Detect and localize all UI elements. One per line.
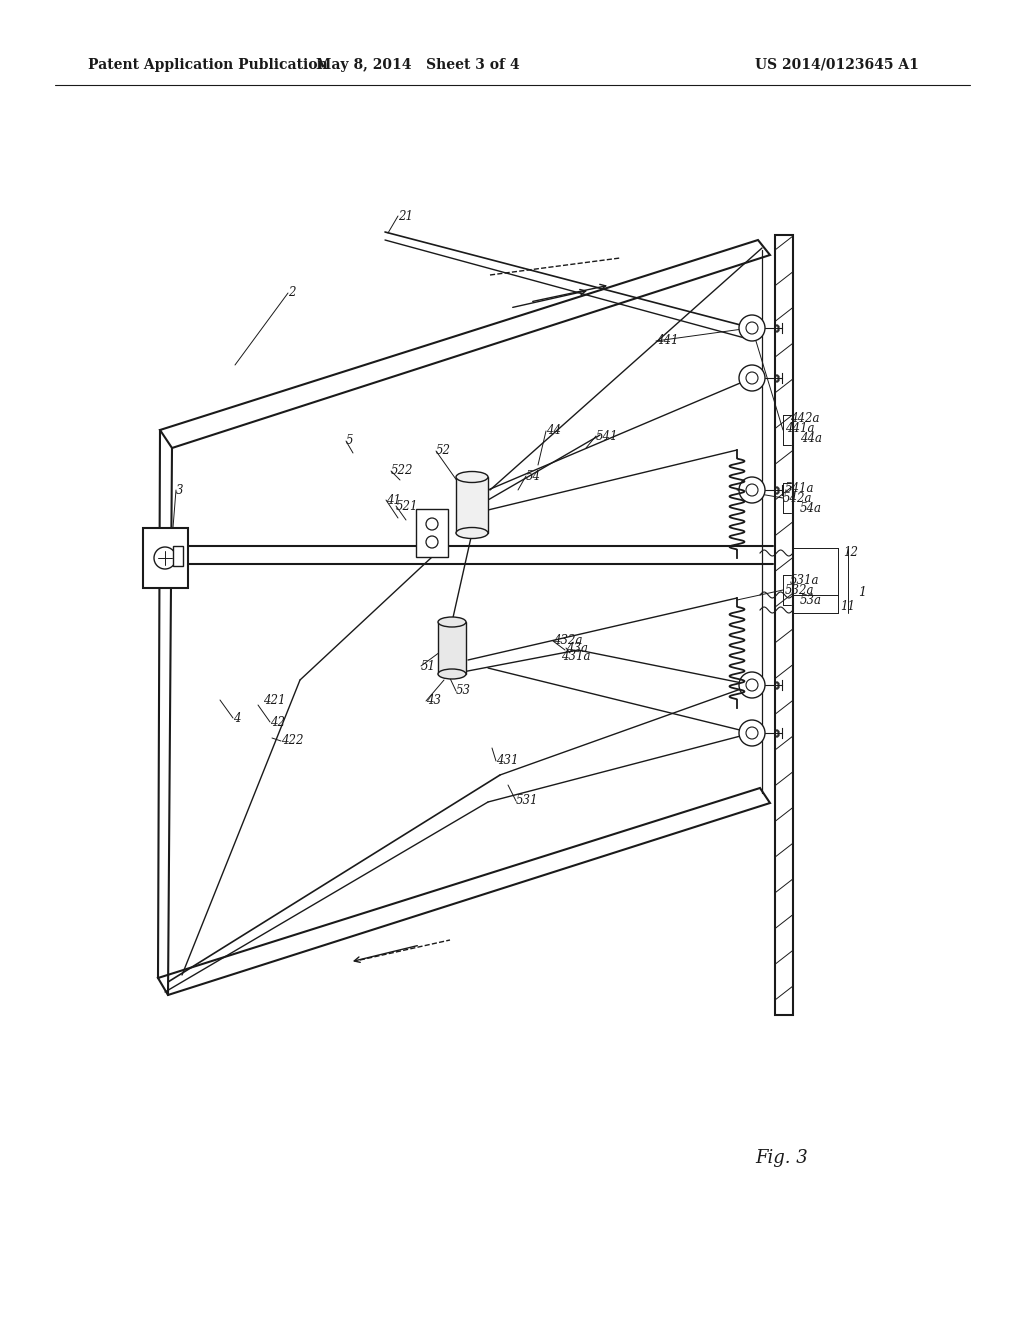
Text: 431a: 431a bbox=[561, 651, 591, 664]
Circle shape bbox=[739, 672, 765, 698]
Text: 43a: 43a bbox=[566, 642, 588, 655]
Text: 44: 44 bbox=[546, 425, 561, 437]
Circle shape bbox=[746, 322, 758, 334]
Text: 11: 11 bbox=[840, 601, 855, 614]
Circle shape bbox=[739, 315, 765, 341]
Text: Patent Application Publication: Patent Application Publication bbox=[88, 58, 328, 73]
Text: 54a: 54a bbox=[800, 502, 822, 515]
Polygon shape bbox=[456, 477, 488, 533]
Circle shape bbox=[739, 366, 765, 391]
Text: 441: 441 bbox=[656, 334, 679, 347]
Text: US 2014/0123645 A1: US 2014/0123645 A1 bbox=[755, 58, 919, 73]
Text: 421: 421 bbox=[263, 694, 286, 708]
Ellipse shape bbox=[438, 669, 466, 678]
Text: 3: 3 bbox=[176, 483, 183, 496]
Text: Fig. 3: Fig. 3 bbox=[755, 1148, 808, 1167]
Ellipse shape bbox=[456, 528, 488, 539]
Polygon shape bbox=[160, 240, 770, 447]
Text: 52: 52 bbox=[436, 445, 451, 458]
Text: 12: 12 bbox=[843, 546, 858, 560]
Circle shape bbox=[739, 477, 765, 503]
Text: 2: 2 bbox=[288, 286, 296, 300]
Text: 432a: 432a bbox=[553, 635, 583, 648]
Text: 441a: 441a bbox=[785, 421, 814, 434]
Text: 41: 41 bbox=[386, 494, 401, 507]
Circle shape bbox=[739, 719, 765, 746]
Text: 44a: 44a bbox=[800, 432, 822, 445]
Ellipse shape bbox=[456, 471, 488, 483]
Circle shape bbox=[746, 727, 758, 739]
Polygon shape bbox=[775, 235, 793, 1015]
Circle shape bbox=[746, 372, 758, 384]
Text: 422: 422 bbox=[281, 734, 303, 747]
Polygon shape bbox=[416, 510, 449, 557]
Text: 53: 53 bbox=[456, 685, 471, 697]
Text: 42: 42 bbox=[270, 715, 285, 729]
Text: 522: 522 bbox=[391, 465, 414, 478]
Text: 51: 51 bbox=[421, 660, 436, 672]
Text: 442a: 442a bbox=[790, 412, 819, 425]
Text: 431: 431 bbox=[496, 755, 518, 767]
Text: 54: 54 bbox=[526, 470, 541, 483]
Circle shape bbox=[746, 678, 758, 690]
Text: 53a: 53a bbox=[800, 594, 822, 606]
Text: 541: 541 bbox=[596, 429, 618, 442]
Text: 5: 5 bbox=[346, 434, 353, 447]
Ellipse shape bbox=[438, 616, 466, 627]
Text: 541a: 541a bbox=[785, 482, 814, 495]
Text: 531: 531 bbox=[516, 795, 539, 808]
Text: 542a: 542a bbox=[783, 491, 812, 504]
Polygon shape bbox=[143, 528, 188, 587]
Text: 1: 1 bbox=[858, 586, 866, 598]
Polygon shape bbox=[173, 546, 183, 566]
Text: 532a: 532a bbox=[785, 583, 814, 597]
Text: 43: 43 bbox=[426, 694, 441, 708]
Circle shape bbox=[746, 484, 758, 496]
Text: 21: 21 bbox=[398, 210, 413, 223]
Text: 521: 521 bbox=[396, 499, 419, 512]
Polygon shape bbox=[438, 622, 466, 675]
Text: 531a: 531a bbox=[790, 573, 819, 586]
Polygon shape bbox=[158, 788, 770, 995]
Text: 4: 4 bbox=[233, 711, 241, 725]
Text: May 8, 2014   Sheet 3 of 4: May 8, 2014 Sheet 3 of 4 bbox=[316, 58, 520, 73]
